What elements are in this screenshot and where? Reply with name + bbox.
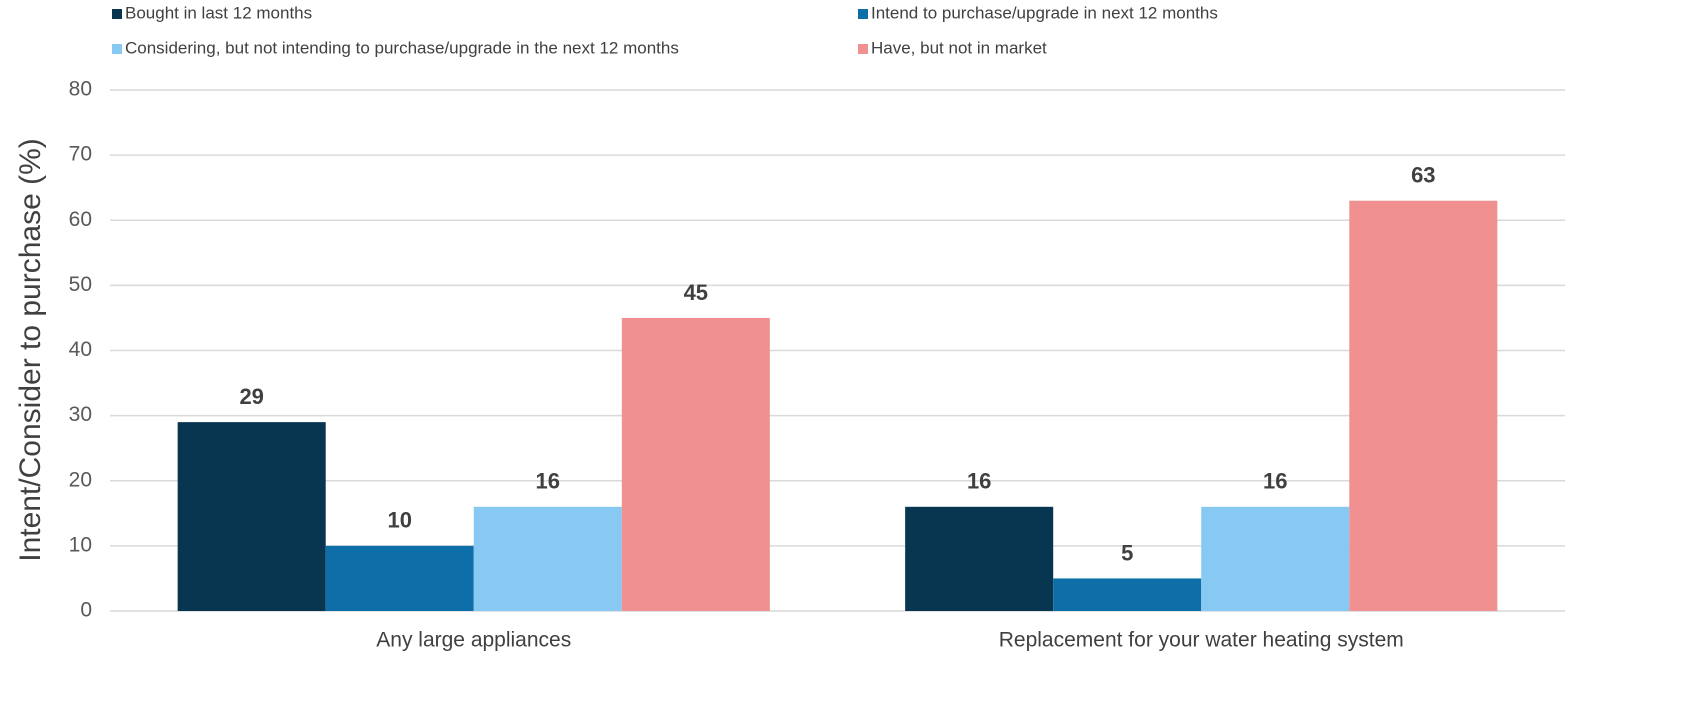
legend-label: Intend to purchase/upgrade in next 12 mo… xyxy=(871,3,1218,22)
x-tick-label: Replacement for your water heating syste… xyxy=(999,629,1404,652)
bar xyxy=(905,506,1054,611)
data-label: 16 xyxy=(1263,469,1287,494)
legend-swatch xyxy=(858,9,868,19)
y-tick-label: 60 xyxy=(69,208,92,231)
bar xyxy=(1053,578,1202,611)
data-label: 16 xyxy=(967,469,991,494)
y-tick-label: 80 xyxy=(69,78,92,101)
data-label: 5 xyxy=(1121,540,1133,565)
data-label: 45 xyxy=(684,280,708,305)
bar xyxy=(177,422,326,611)
legend-swatch xyxy=(858,44,868,54)
x-tick-label: Any large appliances xyxy=(376,629,571,652)
legend-swatch xyxy=(112,44,122,54)
data-label: 10 xyxy=(387,508,411,533)
y-tick-label: 40 xyxy=(69,338,92,361)
bar xyxy=(325,545,474,611)
bar xyxy=(621,317,770,611)
bar xyxy=(473,506,622,611)
bar xyxy=(1349,200,1498,611)
legend-label: Have, but not in market xyxy=(871,38,1047,57)
legend-label: Considering, but not intending to purcha… xyxy=(125,38,679,57)
legend-swatch xyxy=(112,9,122,19)
legend-label: Bought in last 12 months xyxy=(125,3,312,22)
data-label: 29 xyxy=(239,384,263,409)
y-tick-label: 30 xyxy=(69,403,92,426)
y-tick-label: 50 xyxy=(69,273,92,296)
y-axis-label: Intent/Consider to purchase (%) xyxy=(14,138,47,562)
y-tick-label: 0 xyxy=(80,599,92,622)
y-tick-label: 10 xyxy=(69,533,92,556)
bar xyxy=(1201,506,1350,611)
data-label: 16 xyxy=(536,469,560,494)
data-label: 63 xyxy=(1411,163,1435,188)
y-tick-label: 70 xyxy=(69,143,92,166)
y-tick-label: 20 xyxy=(69,468,92,491)
